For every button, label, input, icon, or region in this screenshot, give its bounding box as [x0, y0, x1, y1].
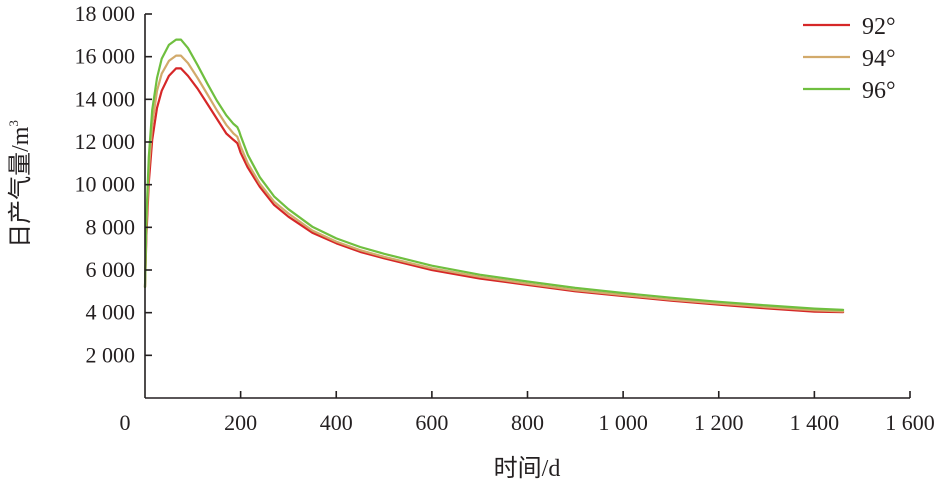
x-tick-label: 400	[320, 410, 353, 435]
series-line-0	[143, 67, 845, 314]
y-tick-label: 6 000	[86, 257, 136, 282]
y-axis-ticks: 2 000 4 000 6 000 8 000 10 000 12 000 14 000 16…	[75, 1, 152, 367]
y-tick-label: 10 000	[75, 172, 136, 197]
x-tick-label: 1 000	[598, 410, 648, 435]
y-tick-label: 2 000	[86, 342, 136, 367]
y-tick-label: 14 000	[75, 86, 136, 111]
y-tick-label: 12 000	[75, 129, 136, 154]
y-axis-title-main: 日产气量/m	[7, 126, 34, 248]
y-axis-title-superscript: 3	[6, 120, 21, 127]
y-tick-label: 4 000	[86, 300, 136, 325]
series-line-2	[143, 38, 845, 311]
plot-lines	[143, 38, 845, 314]
y-tick-label: 8 000	[86, 214, 136, 239]
x-tick-label: 0	[120, 410, 131, 435]
x-axis-title: 时间/d	[494, 455, 561, 482]
x-axis-ticks: 0 200 400 600 800 1 000 1 200 1 400 1 600	[120, 391, 935, 435]
x-tick-label: 600	[415, 410, 448, 435]
legend-label-0: 92°	[862, 14, 896, 40]
x-tick-label: 200	[224, 410, 257, 435]
legend-label-2: 96°	[862, 78, 896, 104]
y-axis-title: 日产气量/m3	[6, 120, 34, 248]
series-line-1	[143, 54, 845, 313]
y-tick-label: 16 000	[75, 44, 136, 69]
x-tick-label: 800	[511, 410, 544, 435]
y-tick-label: 18 000	[75, 1, 136, 26]
x-tick-label: 1 600	[885, 410, 935, 435]
legend-label-1: 94°	[862, 46, 896, 72]
x-tick-label: 1 400	[790, 410, 840, 435]
x-tick-label: 1 200	[694, 410, 744, 435]
legend: 92° 94° 96°	[803, 14, 896, 104]
